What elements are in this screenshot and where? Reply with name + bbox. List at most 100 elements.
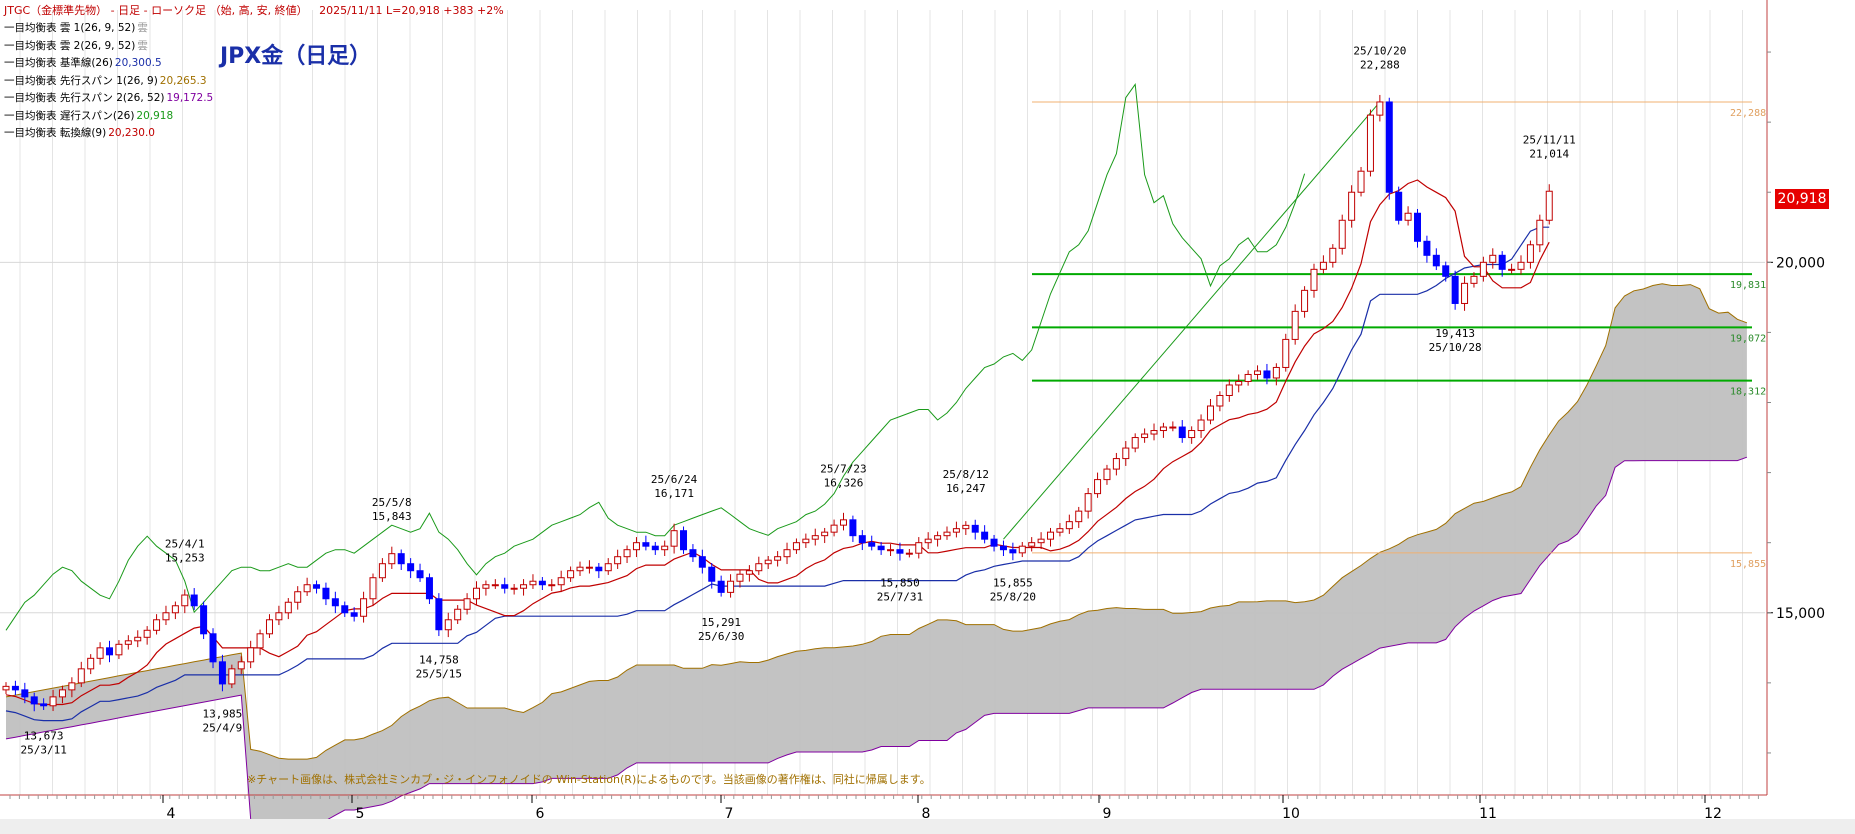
candle-body bbox=[990, 538, 998, 547]
candle-body bbox=[698, 556, 706, 568]
legend-row: 一目均衡表 先行スパン 1(26, 9) 20,265.3 bbox=[4, 73, 213, 91]
annotation-date: 25/6/24 bbox=[651, 473, 698, 486]
reference-line-label: 19,831 bbox=[1730, 280, 1766, 291]
legend-value: 20,230.0 bbox=[108, 127, 155, 139]
candle-body bbox=[1065, 521, 1073, 530]
candle-body bbox=[567, 570, 575, 579]
candle-body bbox=[745, 570, 753, 575]
candle-body bbox=[1225, 384, 1233, 396]
bottom-scrollbar bbox=[0, 819, 1855, 834]
candle-body bbox=[839, 519, 847, 526]
annotation-date: 25/4/9 bbox=[203, 721, 243, 734]
candle-body bbox=[1461, 282, 1469, 304]
trend-line bbox=[1003, 101, 1381, 540]
legend-value: 19,172.5 bbox=[166, 92, 214, 104]
candle-body bbox=[209, 633, 217, 663]
x-axis-tick-label: 6 bbox=[536, 806, 545, 822]
candle-body bbox=[115, 643, 123, 656]
candle-body bbox=[228, 668, 236, 685]
candle-body bbox=[727, 580, 735, 593]
annotation-price: 16,171 bbox=[654, 487, 694, 500]
candle-body bbox=[265, 619, 273, 635]
candle-body bbox=[1310, 268, 1318, 291]
senkou-span1-line bbox=[5, 283, 1748, 760]
candle-body bbox=[181, 594, 189, 607]
indicator-legend: 一目均衡表 雲 1(26, 9, 52) 雲一目均衡表 雲 2(26, 9, 52… bbox=[4, 20, 213, 143]
candle-body bbox=[1018, 545, 1026, 554]
annotation-price: 16,326 bbox=[824, 476, 864, 489]
candle-body bbox=[1423, 240, 1431, 256]
candle-body bbox=[604, 563, 612, 572]
legend-value: 20,300.5 bbox=[114, 57, 162, 69]
candle-body bbox=[1329, 247, 1337, 263]
candle-body bbox=[454, 608, 462, 621]
candle-body bbox=[1047, 531, 1055, 540]
annotation-price: 14,758 bbox=[419, 653, 459, 666]
legend-row: 一目均衡表 雲 2(26, 9, 52) 雲 bbox=[4, 38, 213, 56]
candle-body bbox=[1235, 380, 1243, 386]
x-axis-tick-label: 8 bbox=[922, 806, 931, 822]
candle-body bbox=[58, 689, 66, 698]
candle-body bbox=[1244, 373, 1252, 382]
legend-row: 一目均衡表 遅行スパン(26) 20,918 bbox=[4, 108, 213, 126]
candle-body bbox=[1150, 430, 1158, 435]
annotation-price: 21,014 bbox=[1529, 148, 1569, 161]
candle-body bbox=[77, 668, 85, 684]
header-title: JTGC（金標準先物） - 日足 - ローソク足 （始, 高, 安, 終値） bbox=[4, 4, 308, 17]
legend-label: 一目均衡表 先行スパン 1(26, 9) bbox=[4, 74, 158, 87]
candle-body bbox=[369, 577, 377, 600]
candle-body bbox=[576, 566, 584, 572]
candle-body bbox=[425, 577, 433, 600]
header-status: 2025/11/11 L=20,918 +383 +2% bbox=[319, 4, 504, 17]
ichimoku-cloud bbox=[6, 283, 1747, 830]
candle-body bbox=[614, 556, 622, 565]
candle-body bbox=[1395, 191, 1403, 221]
candle-body bbox=[491, 584, 499, 587]
x-axis-tick-label: 4 bbox=[167, 806, 176, 822]
legend-label: 一目均衡表 遅行スパン(26) bbox=[4, 109, 135, 122]
candle-body bbox=[30, 696, 38, 705]
candle-body bbox=[1357, 170, 1365, 193]
x-axis-tick-label: 12 bbox=[1704, 806, 1722, 822]
candle-body bbox=[68, 682, 76, 691]
candle-body bbox=[548, 584, 556, 587]
candle-body bbox=[350, 612, 358, 617]
reference-line-label: 15,855 bbox=[1730, 559, 1766, 570]
candle-body bbox=[595, 566, 603, 572]
candle-body bbox=[322, 587, 330, 600]
candle-body bbox=[1169, 426, 1177, 429]
candle-body bbox=[388, 553, 396, 565]
x-axis-tick-label: 7 bbox=[725, 806, 734, 822]
candle-body bbox=[284, 601, 292, 614]
last-price-badge: 20,918 bbox=[1775, 189, 1829, 209]
candle-body bbox=[642, 542, 650, 547]
candle-body bbox=[1084, 493, 1092, 512]
candle-body bbox=[49, 696, 57, 707]
candle-body bbox=[106, 647, 114, 656]
y-axis-tick-label: 20,000 bbox=[1776, 255, 1825, 271]
candle-body bbox=[905, 552, 913, 555]
candle-body bbox=[473, 587, 480, 600]
candle-body bbox=[303, 584, 311, 593]
candle-body bbox=[134, 636, 142, 642]
candle-body bbox=[1272, 366, 1280, 379]
candle-body bbox=[1470, 275, 1478, 284]
legend-label: 一目均衡表 基準線(26) bbox=[4, 57, 113, 69]
candle-body bbox=[1479, 261, 1487, 277]
candle-body bbox=[783, 549, 791, 558]
candle-body bbox=[87, 657, 95, 670]
legend-row: 一目均衡表 転換線(9) 20,230.0 bbox=[4, 125, 213, 143]
candle-body bbox=[435, 598, 443, 631]
candle-body bbox=[680, 530, 688, 551]
legend-label: 一目均衡表 雲 1(26, 9, 52) bbox=[4, 22, 136, 34]
candle-body bbox=[1197, 419, 1205, 432]
candle-body bbox=[962, 524, 970, 530]
candle-body bbox=[510, 587, 518, 590]
candle-body bbox=[397, 553, 405, 565]
candle-body bbox=[623, 549, 631, 558]
tenkan-line bbox=[5, 179, 1550, 706]
candle-body bbox=[200, 605, 208, 635]
candle-body bbox=[1122, 447, 1130, 460]
candle-body bbox=[1009, 549, 1017, 554]
annotation-date: 25/7/23 bbox=[820, 462, 866, 475]
